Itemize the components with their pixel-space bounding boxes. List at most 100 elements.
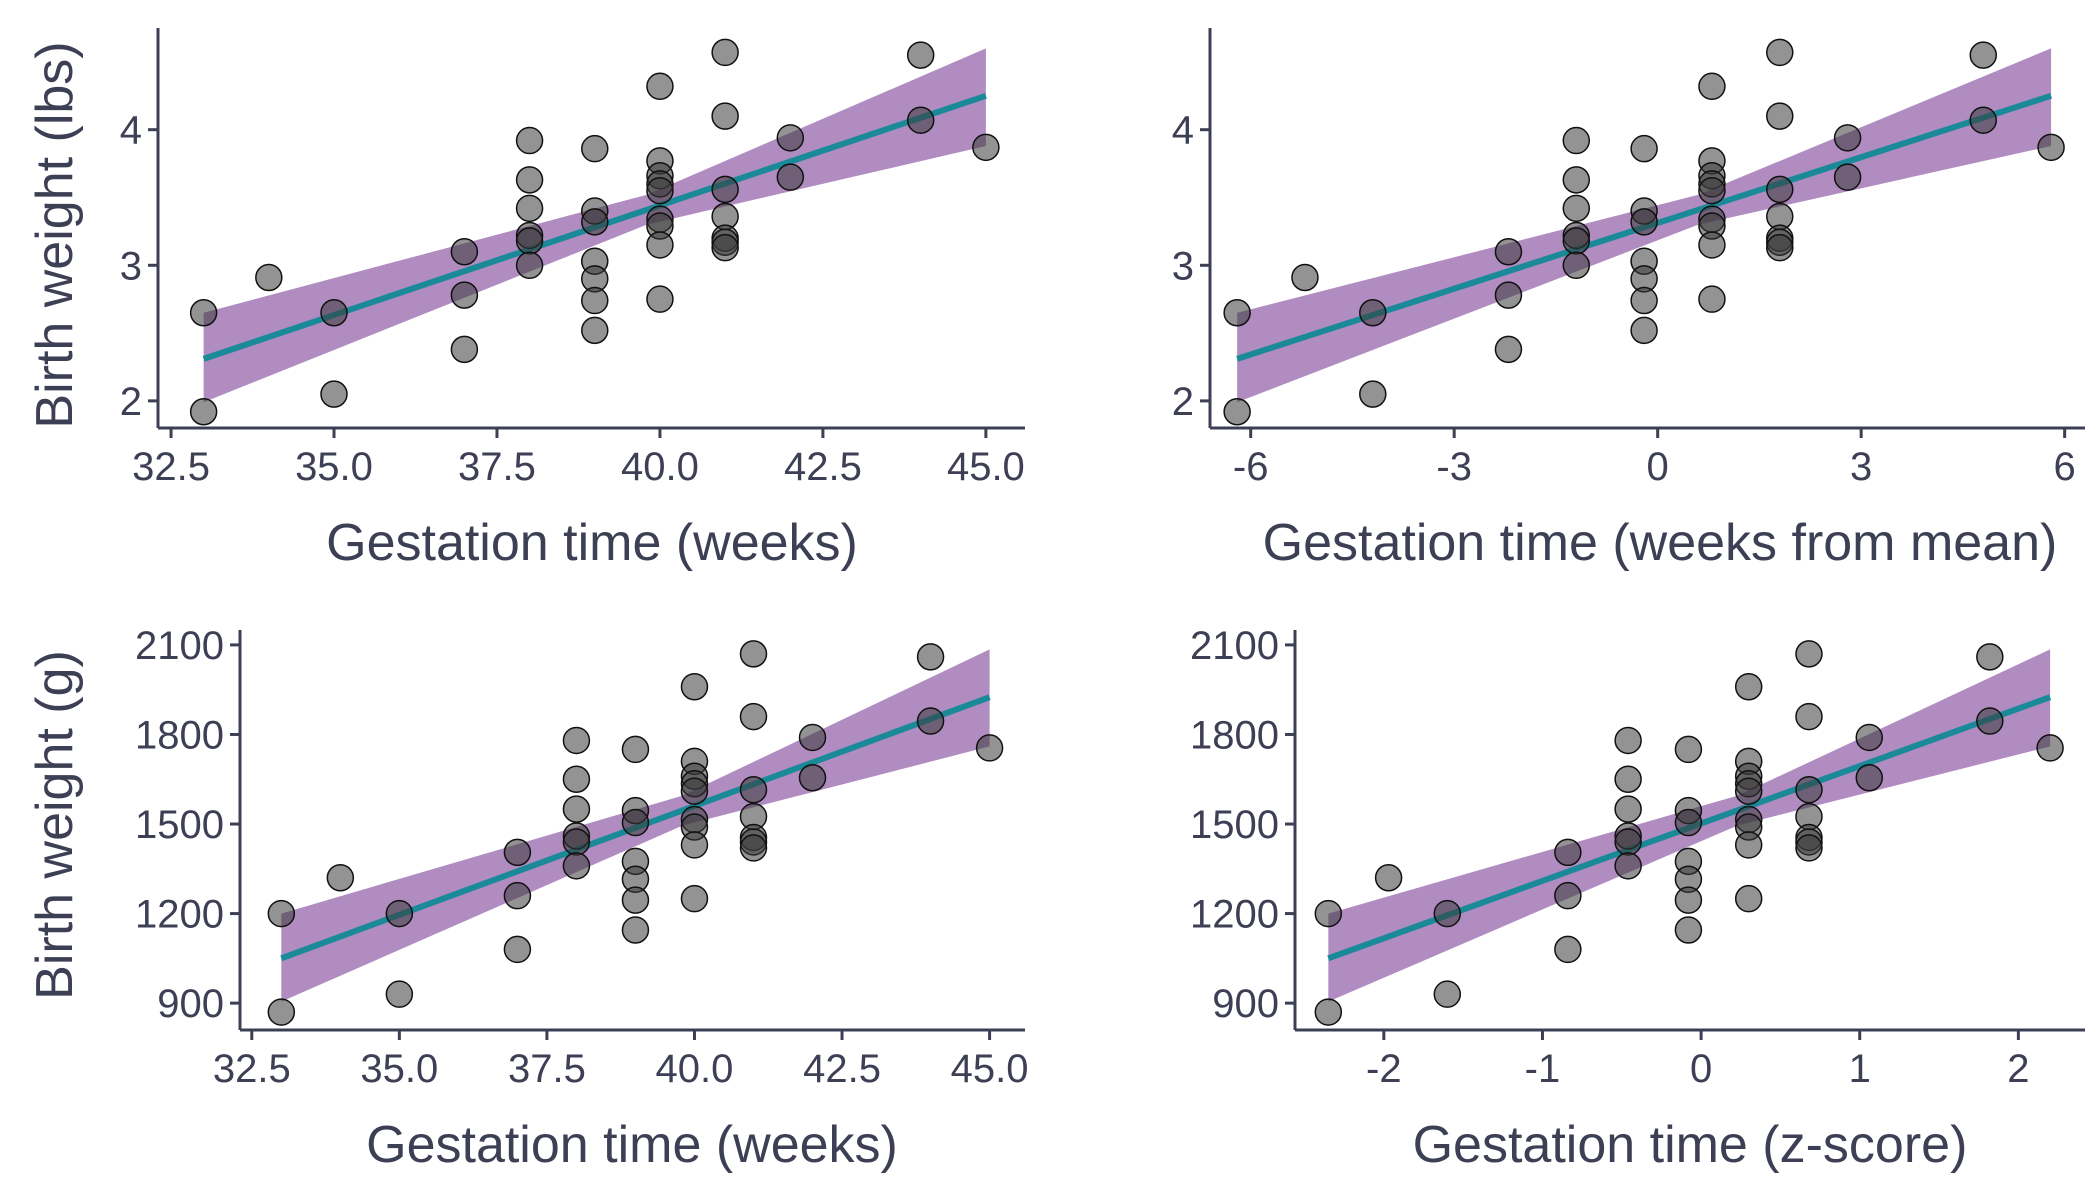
data-point (1614, 765, 1642, 794)
data-point (189, 397, 218, 426)
data-point (621, 916, 650, 944)
data-point (646, 72, 674, 101)
data-point (621, 886, 650, 914)
x-tick-label: 32.5 (213, 1047, 291, 1091)
data-point (1766, 38, 1794, 67)
data-point (581, 208, 609, 236)
data-point (1855, 764, 1884, 792)
data-point (2037, 133, 2065, 162)
data-point (972, 133, 1000, 162)
data-point (1674, 916, 1703, 944)
y-tick-label: 1500 (135, 803, 224, 847)
data-point (562, 852, 591, 880)
data-point (562, 828, 591, 856)
data-point (1494, 281, 1523, 309)
x-tick-label: 35.0 (360, 1047, 438, 1091)
data-point (2036, 734, 2064, 762)
y-tick-label: 1200 (1190, 893, 1279, 937)
x-tick-label: 1 (1849, 1047, 1871, 1091)
data-point (1734, 831, 1763, 859)
data-point (1674, 735, 1703, 764)
data-point (646, 285, 674, 313)
data-point (1795, 640, 1823, 668)
data-point (1223, 298, 1251, 327)
data-point (581, 316, 609, 345)
data-point (385, 980, 414, 1008)
data-point (581, 286, 609, 315)
data-point (646, 176, 674, 205)
data-point (621, 808, 650, 837)
data-point (680, 884, 709, 913)
data-point (320, 298, 348, 327)
data-point (1494, 335, 1523, 364)
data-point (776, 163, 805, 191)
data-point (739, 640, 768, 668)
data-point (450, 237, 479, 266)
data-point (1223, 397, 1251, 426)
x-tick-label: 32.5 (132, 445, 210, 489)
data-point (503, 881, 532, 910)
data-point (680, 831, 709, 859)
data-point (776, 124, 805, 152)
data-point (1314, 998, 1343, 1026)
data-point (267, 998, 296, 1026)
data-point (503, 838, 532, 867)
data-point (621, 735, 650, 764)
x-axis-title: Gestation time (weeks from mean) (1263, 514, 2058, 572)
y-tick-label: 1800 (1190, 713, 1279, 757)
data-point (515, 126, 544, 155)
y-tick-label: 1200 (135, 893, 224, 937)
data-point (515, 251, 544, 280)
data-point (562, 765, 591, 794)
x-tick-label: -3 (1436, 445, 1472, 489)
y-tick-label: 4 (1172, 109, 1194, 153)
data-point (450, 335, 479, 364)
data-point (1766, 102, 1794, 130)
data-point (1433, 980, 1462, 1008)
x-axis-title: Gestation time (z-score) (1413, 1116, 1968, 1174)
data-point (255, 263, 283, 292)
data-point (916, 643, 945, 671)
y-axis-title: Birth weight (g) (26, 650, 84, 1000)
y-tick-label: 900 (157, 982, 224, 1026)
data-point (1630, 316, 1658, 345)
data-point (1554, 935, 1582, 964)
data-point (1698, 176, 1726, 205)
data-point (1433, 899, 1462, 928)
data-point (515, 194, 544, 223)
x-tick-label: -2 (1366, 1047, 1402, 1091)
data-point (1359, 298, 1387, 327)
data-point (1614, 795, 1642, 823)
data-point (1554, 838, 1582, 867)
x-tick-label: 6 (2054, 445, 2076, 489)
x-tick-label: 37.5 (508, 1047, 586, 1091)
data-point (1630, 134, 1658, 163)
y-tick-label: 3 (1172, 244, 1194, 288)
x-tick-label: -6 (1233, 445, 1269, 489)
data-point (1494, 237, 1523, 266)
data-point (1734, 884, 1763, 913)
data-point (1614, 726, 1642, 755)
data-point (1976, 643, 2004, 671)
x-tick-label: 0 (1690, 1047, 1712, 1091)
panel-2: Gestation time (weeks from mean) -6 -3 0 3 6… (1172, 28, 2085, 572)
y-tick-label: 4 (120, 109, 142, 153)
data-point (1614, 828, 1642, 856)
data-point (1833, 124, 1862, 152)
data-point (1562, 227, 1591, 255)
data-point (1291, 263, 1319, 292)
data-point (450, 281, 479, 309)
data-point (1630, 286, 1658, 315)
data-point (1855, 723, 1884, 752)
data-point (906, 41, 935, 69)
data-point (1562, 126, 1591, 155)
y-tick-label: 1500 (1190, 803, 1279, 847)
data-point (326, 864, 355, 892)
data-point (1698, 72, 1726, 101)
x-tick-label: 42.5 (803, 1047, 881, 1091)
data-point (515, 227, 544, 255)
data-point (1734, 672, 1763, 701)
data-point (1562, 194, 1591, 223)
data-point (1698, 231, 1726, 259)
